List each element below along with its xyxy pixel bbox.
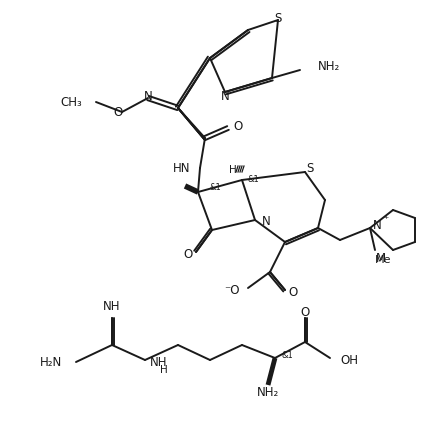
Text: CH₃: CH₃ bbox=[60, 96, 82, 109]
Text: O: O bbox=[233, 120, 242, 132]
Text: HN: HN bbox=[172, 162, 190, 175]
Text: N: N bbox=[372, 220, 381, 233]
Text: ⁺: ⁺ bbox=[382, 215, 387, 225]
Text: N: N bbox=[261, 216, 270, 229]
Text: O: O bbox=[288, 287, 297, 300]
Text: ⁻O: ⁻O bbox=[224, 284, 240, 297]
Text: &1: &1 bbox=[209, 184, 221, 193]
Text: &1: &1 bbox=[281, 352, 293, 361]
Text: N: N bbox=[143, 90, 152, 103]
Text: H: H bbox=[229, 165, 237, 175]
Text: H₂N: H₂N bbox=[40, 356, 62, 369]
Text: O: O bbox=[113, 107, 122, 120]
Text: &1: &1 bbox=[247, 175, 259, 184]
Text: Me: Me bbox=[374, 255, 391, 265]
Text: M: M bbox=[375, 252, 385, 265]
Text: NH₂: NH₂ bbox=[317, 59, 339, 72]
Text: OH: OH bbox=[339, 353, 357, 366]
Text: H: H bbox=[159, 365, 167, 375]
Text: NH: NH bbox=[103, 300, 120, 313]
Text: S: S bbox=[274, 12, 281, 25]
Text: O: O bbox=[300, 307, 309, 320]
Text: NH₂: NH₂ bbox=[256, 387, 279, 400]
Text: N: N bbox=[220, 90, 229, 103]
Text: NH: NH bbox=[150, 355, 167, 368]
Text: S: S bbox=[306, 162, 313, 174]
Text: O: O bbox=[183, 248, 192, 261]
